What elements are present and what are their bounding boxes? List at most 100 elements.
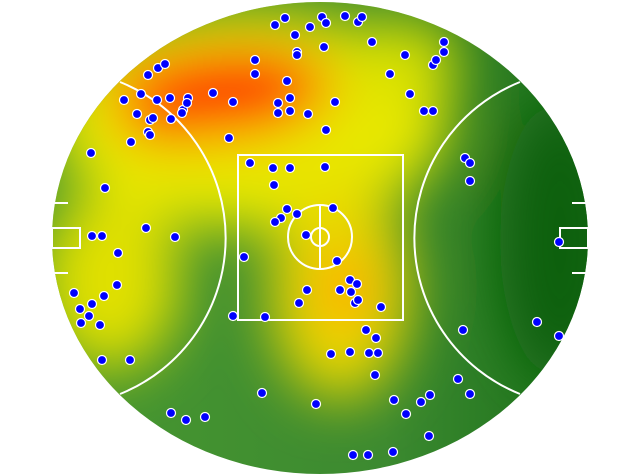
shot-dot	[302, 108, 314, 120]
shot-dot	[268, 179, 280, 191]
shot-dot	[199, 411, 211, 423]
shot-dot	[227, 310, 239, 322]
shot-dot	[279, 12, 291, 24]
shot-dot	[207, 87, 219, 99]
shot-dot	[291, 208, 303, 220]
shot-dot	[438, 36, 450, 48]
shot-dot	[284, 92, 296, 104]
shot-dot	[320, 17, 332, 29]
shot-dot	[352, 294, 364, 306]
shot-dot	[334, 284, 346, 296]
shot-dot	[291, 49, 303, 61]
shot-dot	[284, 105, 296, 117]
shot-dot	[83, 310, 95, 322]
shot-dot	[372, 347, 384, 359]
shot-dot	[86, 298, 98, 310]
shot-dot	[74, 303, 86, 315]
shot-dot	[387, 446, 399, 458]
shot-dot	[404, 88, 416, 100]
shot-dot	[329, 96, 341, 108]
shot-dot	[319, 161, 331, 173]
shot-dot	[272, 97, 284, 109]
shot-dot	[249, 54, 261, 66]
shot-dot	[151, 94, 163, 106]
shot-dot	[452, 373, 464, 385]
shot-dot	[164, 92, 176, 104]
shot-dot	[331, 255, 343, 267]
shot-dot	[165, 113, 177, 125]
shot-dot	[399, 49, 411, 61]
shot-dot	[424, 389, 436, 401]
shot-dot	[464, 157, 476, 169]
shot-dot	[223, 132, 235, 144]
shot-dot	[415, 396, 427, 408]
shot-dot	[339, 10, 351, 22]
shot-dot	[388, 394, 400, 406]
shot-dot	[147, 112, 159, 124]
shot-dot	[325, 348, 337, 360]
shot-dot	[301, 284, 313, 296]
shot-dot	[418, 105, 430, 117]
shot-dot	[169, 231, 181, 243]
shot-dot	[85, 147, 97, 159]
shot-dot	[96, 354, 108, 366]
shot-dot	[125, 136, 137, 148]
shot-dot	[86, 230, 98, 242]
shot-dot	[345, 286, 357, 298]
shot-dot	[327, 202, 339, 214]
shot-dot	[304, 21, 316, 33]
shot-dot	[347, 449, 359, 461]
shot-dot	[118, 94, 130, 106]
shot-dot	[362, 449, 374, 461]
shot-dot	[140, 222, 152, 234]
shot-dot	[553, 236, 565, 248]
shot-dot	[400, 408, 412, 420]
shot-dot	[370, 332, 382, 344]
shot-dot	[267, 162, 279, 174]
shot-dot	[68, 287, 80, 299]
shot-dot	[293, 297, 305, 309]
shot-dot	[344, 346, 356, 358]
shot-dot	[176, 107, 188, 119]
shot-dot	[269, 216, 281, 228]
shot-dot	[180, 414, 192, 426]
shot-dot	[131, 108, 143, 120]
shot-dot	[238, 251, 250, 263]
shot-dot	[142, 69, 154, 81]
shot-dot	[464, 388, 476, 400]
shot-dot	[244, 157, 256, 169]
shot-dot	[227, 96, 239, 108]
shot-dot	[165, 407, 177, 419]
shot-dot	[318, 41, 330, 53]
shot-dot	[284, 162, 296, 174]
shot-dot	[438, 46, 450, 58]
shot-dot	[269, 19, 281, 31]
shot-dot	[427, 105, 439, 117]
shot-dot	[369, 369, 381, 381]
shot-dot	[423, 430, 435, 442]
shot-dot	[281, 203, 293, 215]
shot-dot	[300, 229, 312, 241]
shot-dot	[310, 398, 322, 410]
shot-dot	[249, 68, 261, 80]
shot-dot	[351, 278, 363, 290]
shot-dot	[384, 68, 396, 80]
shot-dot	[181, 97, 193, 109]
shot-dot	[281, 75, 293, 87]
shot-dot	[75, 317, 87, 329]
shot-dot	[124, 354, 136, 366]
shot-dot	[366, 36, 378, 48]
shot-dot	[457, 324, 469, 336]
shot-dot	[356, 11, 368, 23]
shot-dot	[360, 324, 372, 336]
shot-dot	[363, 347, 375, 359]
shot-dot	[94, 319, 106, 331]
shot-dot	[289, 29, 301, 41]
shot-dot	[553, 330, 565, 342]
shot-dot	[99, 182, 111, 194]
shot-dot	[430, 54, 442, 66]
shot-dot	[320, 124, 332, 136]
shot-dot	[135, 88, 147, 100]
shot-dot	[159, 58, 171, 70]
